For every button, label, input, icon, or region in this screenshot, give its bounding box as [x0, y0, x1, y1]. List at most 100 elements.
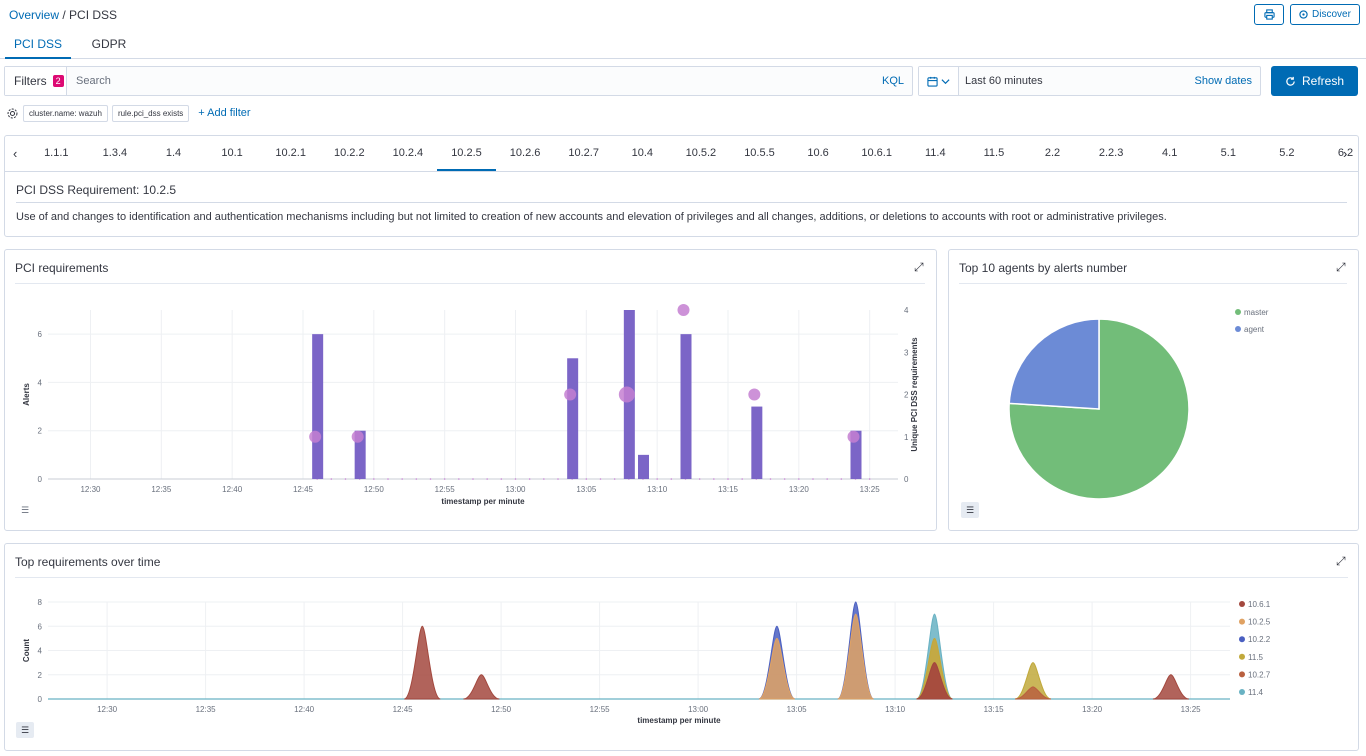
requirement-tab[interactable]: 11.5	[983, 147, 1005, 159]
x-tick-label: 13:15	[718, 485, 739, 494]
date-range-text: Last 60 minutes	[965, 75, 1043, 87]
kql-toggle[interactable]: KQL	[881, 75, 904, 87]
baseline-dot	[698, 478, 701, 480]
y2-tick-label: 1	[904, 433, 909, 442]
pie-slice	[1008, 318, 1100, 410]
panel-title: PCI requirements	[15, 261, 109, 275]
requirement-tab[interactable]: 10.4	[631, 147, 653, 159]
y2-tick-label: 2	[904, 391, 909, 400]
requirement-tab[interactable]: 5.1	[1220, 147, 1236, 159]
top-agents-pie-chart: master agent	[1008, 308, 1269, 500]
requirement-tab[interactable]: 10.2.2	[334, 147, 365, 159]
legend-toggle-icon[interactable]: ☰	[20, 504, 30, 515]
bar	[680, 334, 692, 479]
refresh-label: Refresh	[1301, 74, 1345, 88]
chevron-right-icon[interactable]: ›	[1343, 146, 1348, 161]
breadcrumb-overview-link[interactable]: Overview	[9, 8, 60, 22]
bubble	[351, 430, 364, 443]
breadcrumb-separator: /	[59, 8, 70, 22]
requirement-tab[interactable]: 10.5.2	[685, 147, 717, 159]
divider	[15, 283, 925, 284]
x-tick-label: 13:05	[576, 485, 597, 494]
requirement-tab[interactable]: 10.2.6	[509, 147, 541, 159]
x-tick-label: 13:05	[787, 705, 808, 714]
refresh-button[interactable]: Refresh	[1271, 66, 1358, 96]
bar	[354, 430, 366, 479]
requirement-tab[interactable]: 1.1.1	[44, 147, 69, 159]
requirement-tab[interactable]: 11.4	[925, 147, 946, 159]
baseline-dot	[514, 478, 517, 480]
legend-swatch	[1239, 653, 1245, 660]
baseline-dot	[741, 478, 743, 480]
baseline-dot	[401, 478, 403, 480]
y-tick-label: 4	[38, 378, 43, 387]
discover-button[interactable]: Discover	[1290, 4, 1360, 25]
legend-swatch	[1239, 601, 1245, 607]
y-tick-label: 4	[38, 647, 43, 656]
legend-swatch	[1239, 671, 1245, 678]
expand-icon[interactable]: ⤢	[914, 260, 924, 274]
expand-icon[interactable]: ⤢	[1336, 260, 1346, 274]
baseline-dot	[500, 478, 503, 480]
x-tick-label: 12:40	[294, 705, 315, 714]
requirement-tab[interactable]: 10.2.5	[437, 136, 496, 171]
print-button[interactable]	[1254, 4, 1284, 25]
expand-icon[interactable]: ⤢	[1336, 554, 1346, 568]
add-filter-button[interactable]: + Add filter	[198, 107, 251, 119]
tab-gdpr[interactable]: GDPR	[91, 37, 127, 51]
requirement-tab[interactable]: 6.2	[1337, 147, 1354, 159]
filter-pill-pci-dss[interactable]: rule.pci_dss exists	[111, 104, 190, 122]
search-input[interactable]	[67, 67, 882, 95]
baseline-dot	[443, 478, 446, 480]
x-tick-label: 13:15	[984, 705, 1005, 714]
requirement-tab[interactable]: 10.6.1	[861, 147, 892, 159]
requirement-tab[interactable]: 10.5.5	[744, 147, 775, 159]
date-quick-menu-button[interactable]	[919, 67, 959, 95]
filters-button[interactable]: Filters 2	[5, 67, 67, 95]
bar	[850, 430, 862, 479]
discover-label: Discover	[1312, 9, 1351, 20]
area-peak	[916, 662, 953, 700]
x-tick-label: 13:00	[505, 485, 526, 494]
chevron-left-icon[interactable]: ‹	[13, 146, 18, 161]
filter-pill-cluster[interactable]: cluster.name: wazuh	[23, 104, 108, 122]
requirement-tab[interactable]: 4.1	[1162, 147, 1178, 159]
tab-pci-dss[interactable]: PCI DSS	[5, 31, 71, 59]
y-tick-label: 6	[38, 330, 43, 339]
requirement-tab[interactable]: 1.3.4	[102, 147, 128, 159]
requirement-title: PCI DSS Requirement: 10.2.5	[16, 183, 177, 197]
gear-icon[interactable]	[6, 107, 19, 120]
y2-tick-label: 4	[904, 306, 909, 315]
area-peak	[837, 613, 875, 700]
area-peak	[463, 674, 500, 700]
y-tick-label: 6	[38, 622, 43, 631]
y2-tick-label: 3	[904, 348, 909, 357]
legend-swatch	[1239, 618, 1245, 625]
baseline-dot	[344, 478, 347, 480]
requirement-tab[interactable]: 10.2.7	[568, 147, 599, 159]
legend-toggle-icon[interactable]: ☰	[961, 502, 979, 518]
show-dates-link[interactable]: Show dates	[1194, 75, 1252, 87]
requirement-tab[interactable]: 10.2.1	[275, 147, 306, 159]
requirement-tab[interactable]: 10.2.4	[392, 147, 424, 159]
baseline-dot	[868, 478, 871, 480]
baseline-dot	[585, 478, 588, 480]
baseline-dot	[330, 478, 333, 480]
bubble	[618, 386, 635, 403]
bar	[567, 358, 579, 479]
baseline-dot	[387, 478, 389, 480]
legend-label: 10.6.1	[1248, 600, 1271, 609]
requirement-tab[interactable]: 2.2	[1044, 147, 1061, 159]
x-tick-label: 12:45	[393, 705, 414, 714]
requirement-tab[interactable]: 2.2.3	[1098, 147, 1124, 159]
legend-toggle-icon[interactable]: ☰	[16, 722, 34, 738]
area-peak	[1014, 662, 1052, 700]
legend-swatch	[1235, 326, 1241, 332]
baseline-dot	[543, 478, 545, 480]
baseline-dot	[373, 478, 375, 480]
requirement-tab[interactable]: 10.6	[807, 147, 829, 159]
requirement-tab[interactable]: 5.2	[1279, 147, 1295, 159]
requirement-tab[interactable]: 1.4	[165, 147, 182, 159]
bubble	[677, 304, 690, 316]
requirement-tab[interactable]: 10.1	[221, 147, 243, 159]
